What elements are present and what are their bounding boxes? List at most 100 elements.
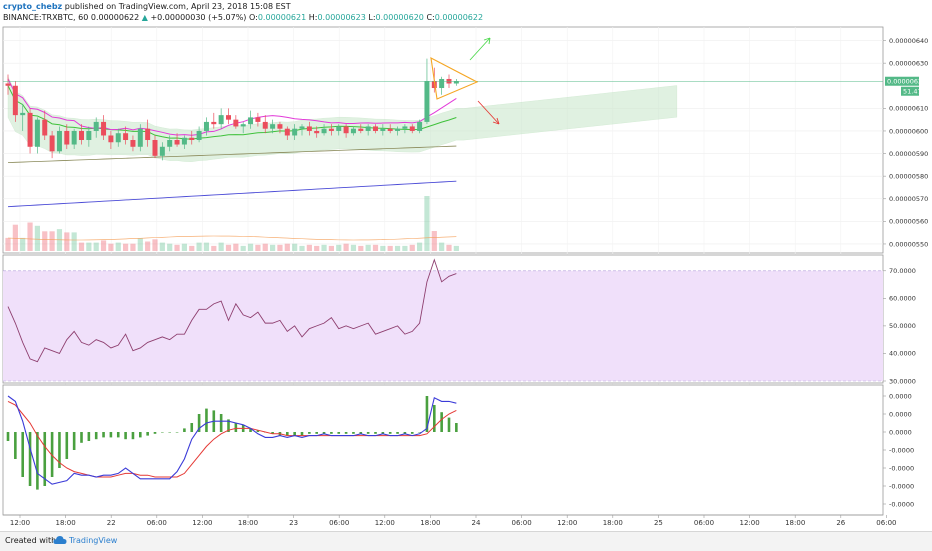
chart-header: crypto_chebz published on TradingView.co… bbox=[0, 0, 932, 26]
volume-bar bbox=[255, 244, 261, 251]
rsi-axis[interactable]: 70.0000 60.0000 50.0000 40.0000 30.0000 bbox=[883, 267, 916, 385]
rsi-pane[interactable] bbox=[2, 254, 884, 384]
candle-body bbox=[42, 119, 48, 136]
price-tick-label: 0.00000590 bbox=[889, 150, 928, 158]
candle-body bbox=[255, 117, 261, 122]
current-price-badge bbox=[885, 76, 919, 86]
macd-axis[interactable]: 0.0000 0.0000 0.0000 -0.0000 -0.0000 -0.0000 -… bbox=[883, 392, 914, 508]
volume-bar bbox=[130, 243, 136, 251]
macd-histogram-bar bbox=[300, 432, 304, 436]
volume-bar bbox=[328, 245, 334, 251]
volume-bar bbox=[277, 244, 283, 251]
volume-bar bbox=[71, 232, 77, 251]
macd-histogram-bar bbox=[102, 432, 105, 438]
close-label: C: bbox=[426, 13, 435, 22]
macd-histogram-bar bbox=[359, 432, 363, 434]
macd-histogram-bar bbox=[219, 414, 223, 432]
macd-histogram-bar bbox=[418, 432, 421, 433]
candle-body bbox=[86, 130, 92, 140]
volume-bar bbox=[321, 244, 327, 251]
candle-body bbox=[284, 128, 290, 136]
candle-body bbox=[373, 126, 378, 131]
macd-histogram-bar bbox=[146, 432, 149, 436]
macd-histogram-bar bbox=[161, 432, 164, 433]
volume-bar bbox=[100, 240, 107, 251]
macd-histogram-bar bbox=[455, 423, 458, 432]
price-axis[interactable]: 0.00000640 0.00000630 0.00000610 0.00000600… bbox=[883, 37, 928, 248]
volume-bar bbox=[439, 242, 445, 251]
candle-body bbox=[93, 121, 99, 131]
current-price-badge-text: 0.00000622 bbox=[887, 78, 926, 86]
last-price: 0.00000622 bbox=[90, 13, 140, 22]
volume-bar bbox=[203, 242, 210, 251]
volume-bar bbox=[78, 242, 85, 251]
candle-body bbox=[328, 128, 334, 131]
macd-histogram-bar bbox=[271, 432, 274, 434]
macd-histogram-bar bbox=[116, 432, 120, 438]
macd-histogram-bar bbox=[94, 432, 98, 440]
volume-bar bbox=[409, 244, 415, 251]
time-tick-label: 23 bbox=[289, 519, 298, 527]
candle-body bbox=[159, 146, 165, 156]
volume-bar bbox=[306, 244, 312, 251]
triangle-pattern[interactable] bbox=[430, 57, 479, 100]
macd-tick-label: -0.0000 bbox=[889, 500, 914, 508]
candle-body bbox=[387, 128, 393, 131]
volume-bar bbox=[181, 243, 187, 251]
macd-histogram-bar bbox=[344, 432, 348, 434]
time-axis[interactable]: 12:00 18:00 22 06:00 12:00 18:00 23 06:00 12:00 1… bbox=[3, 514, 896, 527]
time-tick-label: 22 bbox=[107, 519, 116, 527]
candle-body bbox=[27, 112, 33, 147]
author-link[interactable]: crypto_chebz bbox=[3, 2, 63, 11]
candle-body bbox=[270, 124, 276, 129]
volume-bar bbox=[387, 245, 393, 251]
tradingview-logo-text[interactable]: TradingView bbox=[69, 536, 118, 545]
symbol-label[interactable]: BINANCE:TRXBTC, 60 bbox=[3, 13, 89, 22]
candle-body bbox=[395, 128, 401, 131]
tradingview-cloud-icon bbox=[53, 536, 67, 544]
macd-histogram-bar bbox=[168, 432, 171, 433]
candle-body bbox=[336, 126, 342, 131]
price-tick-label: 0.00000640 bbox=[889, 37, 928, 45]
candle-body bbox=[203, 121, 209, 131]
volume-bar bbox=[358, 245, 364, 251]
breakout-down-arrow[interactable] bbox=[477, 100, 500, 125]
candle-body bbox=[233, 119, 239, 127]
macd-tick-label: -0.0000 bbox=[889, 464, 914, 472]
candle-body bbox=[248, 117, 254, 125]
candle-body bbox=[167, 140, 173, 147]
candle-body bbox=[417, 121, 423, 131]
macd-histogram-bar bbox=[396, 432, 399, 434]
moving-averages bbox=[7, 78, 457, 208]
volume-bar bbox=[343, 243, 349, 251]
macd-histogram-bar bbox=[28, 432, 32, 486]
macd-histogram-bar bbox=[131, 432, 135, 440]
breakout-up-arrow[interactable] bbox=[469, 37, 491, 61]
macd-histogram-bar bbox=[139, 432, 142, 438]
volume-bar bbox=[189, 245, 195, 251]
time-tick-label: 18:00 bbox=[238, 519, 258, 527]
volume-bars bbox=[5, 196, 459, 251]
ma-green-line bbox=[7, 85, 457, 140]
rsi-tick-label: 70.0000 bbox=[889, 267, 916, 275]
candle-body bbox=[343, 126, 349, 134]
macd-histogram-bar bbox=[388, 432, 392, 434]
macd-histogram-bar bbox=[315, 432, 318, 434]
macd-pane[interactable] bbox=[2, 384, 884, 516]
low-value: 0.00000620 bbox=[375, 13, 424, 22]
candle-body bbox=[277, 124, 283, 129]
ma-pink-line bbox=[7, 78, 457, 136]
candle-body bbox=[196, 130, 202, 140]
candle-body bbox=[115, 133, 121, 143]
triangle-drawing[interactable] bbox=[430, 37, 500, 125]
price-tick-label: 0.00000580 bbox=[889, 172, 928, 180]
macd-tick-label: 0.0000 bbox=[889, 392, 912, 400]
candle-body bbox=[130, 140, 136, 147]
ma-olive-line bbox=[7, 145, 457, 163]
candle-body bbox=[145, 128, 151, 140]
volume-bar bbox=[137, 238, 143, 251]
candle-body bbox=[189, 137, 195, 140]
volume-bar bbox=[196, 242, 202, 251]
macd-histogram-bar bbox=[65, 432, 69, 459]
macd-histogram-bar bbox=[58, 432, 61, 468]
